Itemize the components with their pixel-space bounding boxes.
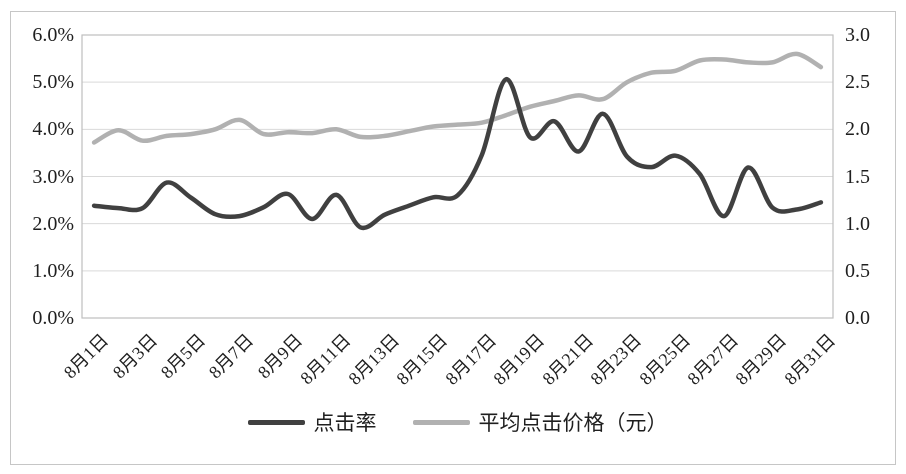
right-axis-tick-label: 1.5 (845, 165, 870, 188)
right-axis-tick-label: 0.5 (845, 259, 870, 282)
ctr-legend-line-icon (247, 419, 305, 425)
right-axis-tick-label: 0.0 (845, 307, 870, 329)
chart-outer-border (10, 11, 896, 465)
plot-border (81, 34, 834, 319)
avg-price-line-series (91, 51, 824, 145)
legend-label: 平均点击价格（元） (478, 411, 668, 435)
left-axis-tick-label: 1.0% (32, 259, 74, 282)
legend-item: 平均点击价格（元） (412, 407, 668, 437)
right-axis-tick-label: 2.0 (845, 118, 870, 141)
avg-price-legend-line-icon (412, 419, 470, 425)
left-axis-tick-label: 3.0% (32, 165, 74, 188)
left-axis-tick-label: 0.0% (32, 307, 74, 329)
right-axis-tick-label: 3.0 (845, 24, 870, 46)
left-axis-tick-label: 6.0% (32, 24, 74, 46)
legend: 点击率 平均点击价格（元） (82, 407, 833, 437)
right-axis-tick-label: 2.5 (845, 71, 870, 94)
ctr-line-series (91, 77, 824, 231)
legend-item: 点击率 (247, 407, 377, 437)
left-axis-tick-label: 5.0% (32, 71, 74, 94)
left-axis-tick-label: 2.0% (32, 212, 74, 235)
right-axis-tick-label: 1.0 (845, 212, 870, 235)
left-axis-tick-label: 4.0% (32, 118, 74, 141)
legend-label: 点击率 (313, 411, 377, 435)
